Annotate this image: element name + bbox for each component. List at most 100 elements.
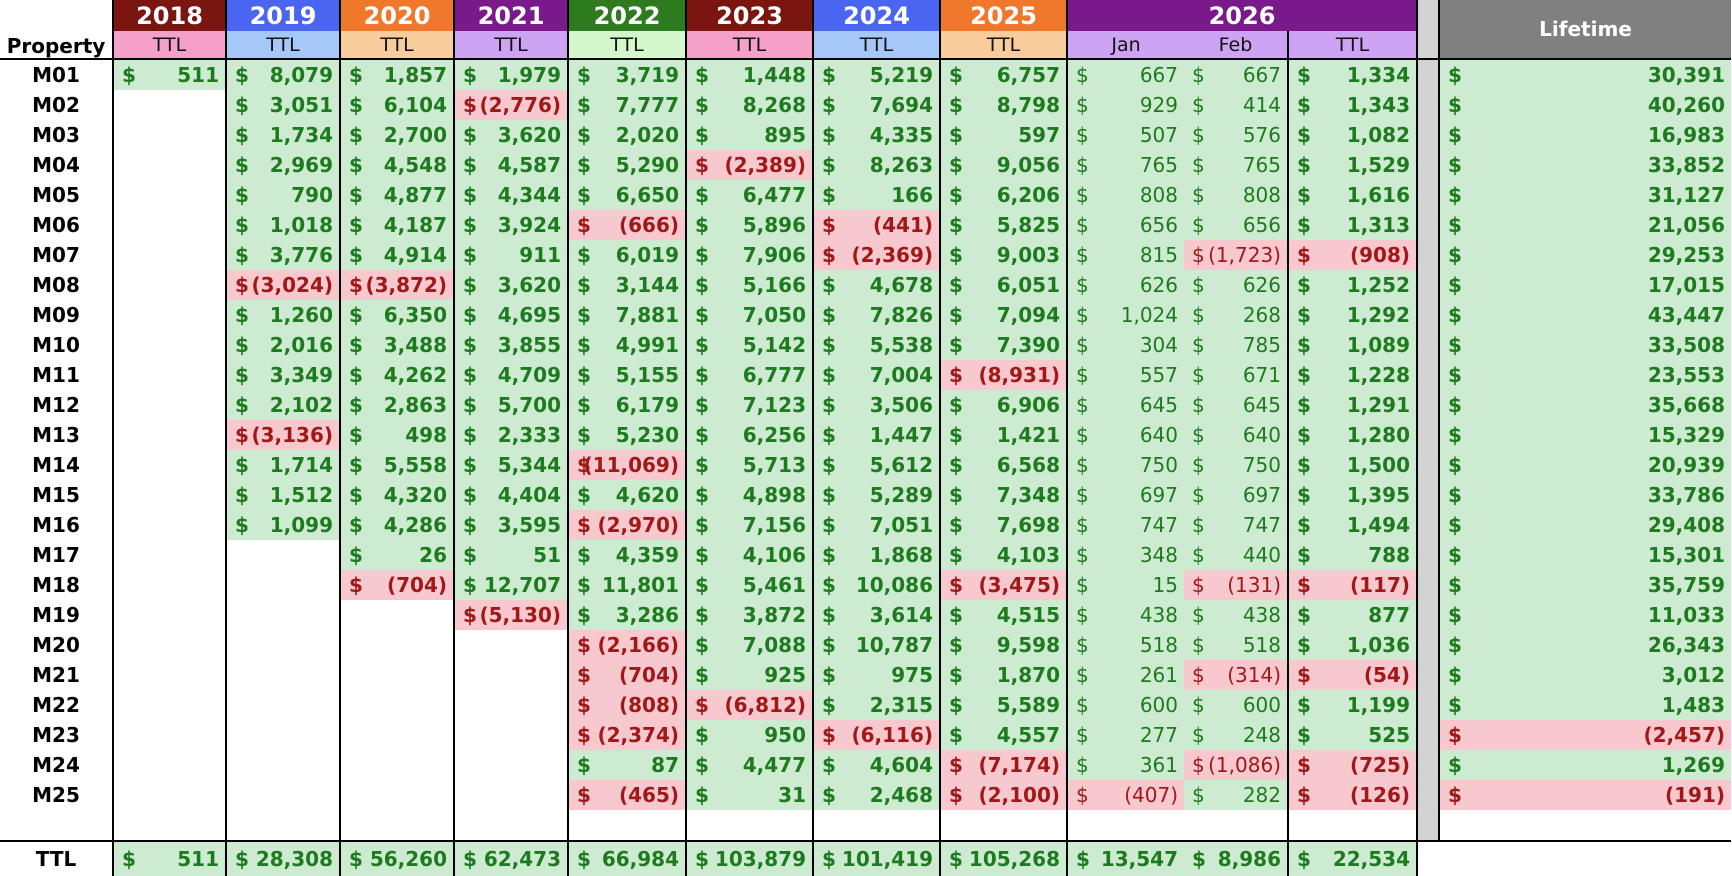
cell-amount: 4,678 <box>869 273 933 297</box>
currency-symbol: $ <box>949 543 963 567</box>
value-cell: $105,268 <box>939 841 1067 876</box>
currency-symbol: $ <box>1076 603 1089 627</box>
currency-symbol: $ <box>577 513 591 537</box>
currency-symbol: $ <box>822 753 836 777</box>
blank-cell <box>939 810 1067 842</box>
currency-symbol: $ <box>1448 513 1462 537</box>
cell-amount: 2,020 <box>615 123 679 147</box>
currency-symbol: $ <box>1297 243 1311 267</box>
currency-symbol: $ <box>695 303 709 327</box>
cell-amount: 697 <box>1242 483 1281 507</box>
currency-symbol: $ <box>1297 723 1311 747</box>
value-cell: $6,906 <box>939 390 1067 420</box>
year-header-2019: 2019 <box>225 0 340 31</box>
cell-amount: 8,263 <box>869 153 933 177</box>
empty-cell <box>225 780 340 810</box>
currency-symbol: $ <box>1076 453 1089 477</box>
value-cell: $1,447 <box>812 420 940 450</box>
negative-value-cell: $ (441) <box>812 210 940 240</box>
cell-amount: 3,855 <box>497 333 561 357</box>
cell-amount: 35,759 <box>1647 573 1725 597</box>
sub-header-ttl: TTL <box>339 31 454 60</box>
cell-amount: 10,086 <box>855 573 933 597</box>
currency-symbol: $ <box>463 393 477 417</box>
value-cell: $248 <box>1184 720 1288 750</box>
property-label: M23 <box>32 723 80 747</box>
currency-symbol: $ <box>235 93 249 117</box>
value-cell: $2,315 <box>812 690 940 720</box>
value-cell: $5,700 <box>453 390 568 420</box>
table-row: M16 $1,099 $4,286 $3,595 $ (2,970) $7,156 $7,05… <box>0 510 1731 540</box>
currency-symbol: $ <box>695 847 709 871</box>
property-label: M07 <box>32 243 80 267</box>
gap-column <box>1416 90 1439 120</box>
value-cell: $4,404 <box>453 480 568 510</box>
currency-symbol: $ <box>822 153 836 177</box>
currency-symbol: $ <box>349 303 363 327</box>
value-cell: $6,568 <box>939 450 1067 480</box>
currency-symbol: $ <box>822 783 836 807</box>
currency-symbol: $ <box>949 783 963 807</box>
value-cell: $925 <box>685 660 813 690</box>
cell-amount: 671 <box>1242 363 1281 387</box>
currency-symbol: $ <box>949 303 963 327</box>
currency-symbol: $ <box>463 363 477 387</box>
cell-amount: 56,260 <box>369 847 447 871</box>
value-cell: $911 <box>453 240 568 270</box>
empty-cell <box>112 120 226 150</box>
cell-amount: 2,969 <box>269 153 333 177</box>
cell-amount: 1,857 <box>383 63 447 87</box>
value-cell: $518 <box>1066 630 1184 660</box>
currency-symbol: $ <box>1297 513 1311 537</box>
cell-amount: (666) <box>618 213 679 237</box>
currency-symbol: $ <box>1076 333 1089 357</box>
cell-amount: 29,408 <box>1647 513 1725 537</box>
empty-cell <box>112 720 226 750</box>
currency-symbol: $ <box>822 633 836 657</box>
value-cell: $7,881 <box>567 300 686 330</box>
cell-amount: 6,650 <box>615 183 679 207</box>
cell-amount: 929 <box>1139 93 1178 117</box>
property-label: M19 <box>32 603 80 627</box>
negative-value-cell: $ (5,130) <box>453 600 568 630</box>
blank-cell <box>225 810 340 842</box>
currency-symbol: $ <box>235 847 249 871</box>
value-cell: $667 <box>1066 59 1184 90</box>
value-cell: $5,230 <box>567 420 686 450</box>
value-cell: $4,187 <box>339 210 454 240</box>
empty-cell <box>112 660 226 690</box>
currency-symbol: $ <box>577 93 591 117</box>
gap-column <box>1416 600 1439 630</box>
negative-value-cell: $ (54) <box>1287 660 1417 690</box>
currency-symbol: $ <box>577 393 591 417</box>
cell-amount: 6,179 <box>615 393 679 417</box>
property-label: M16 <box>32 513 80 537</box>
value-cell: $747 <box>1066 510 1184 540</box>
value-cell: $1,260 <box>225 300 340 330</box>
currency-symbol: $ <box>695 783 709 807</box>
currency-symbol: $ <box>1076 753 1089 777</box>
table-row: M15 $1,512 $4,320 $4,404 $4,620 $4,898 $5,289 $… <box>0 480 1731 510</box>
currency-symbol: $ <box>949 693 963 717</box>
currency-symbol: $ <box>695 123 709 147</box>
value-cell: $35,668 <box>1438 390 1731 420</box>
negative-value-cell: $ (465) <box>567 780 686 810</box>
currency-symbol: $ <box>349 543 363 567</box>
empty-cell <box>112 780 226 810</box>
cell-amount: 697 <box>1139 483 1178 507</box>
value-cell: $28,308 <box>225 841 340 876</box>
value-cell: $6,256 <box>685 420 813 450</box>
currency-symbol: $ <box>695 183 709 207</box>
cell-amount: 9,598 <box>996 633 1060 657</box>
value-cell: $1,868 <box>812 540 940 570</box>
total-label: TTL <box>35 847 77 871</box>
cell-amount: 498 <box>405 423 447 447</box>
value-cell: $3,620 <box>453 270 568 300</box>
currency-symbol: $ <box>695 603 709 627</box>
cell-amount: 28,308 <box>255 847 333 871</box>
cell-amount: 33,786 <box>1647 483 1725 507</box>
currency-symbol: $ <box>1076 93 1089 117</box>
currency-symbol: $ <box>463 213 477 237</box>
currency-symbol: $ <box>577 243 591 267</box>
cell-amount: 5,538 <box>869 333 933 357</box>
